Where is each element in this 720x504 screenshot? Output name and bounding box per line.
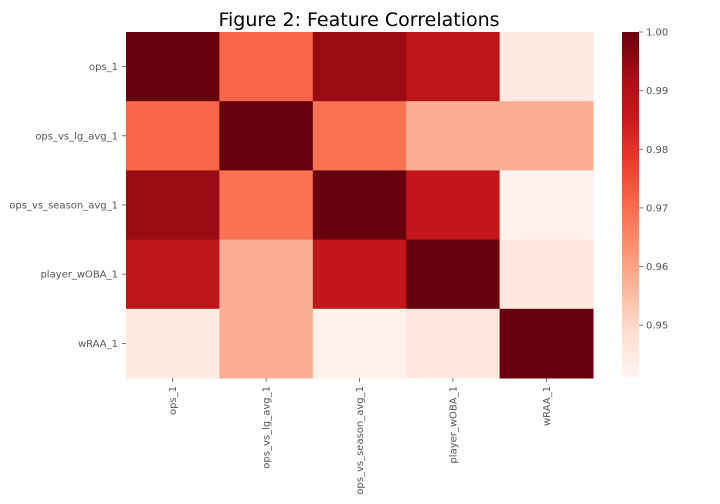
row-label: wRAA_1 bbox=[78, 339, 118, 350]
heatmap-cell-3-0 bbox=[126, 239, 220, 310]
row-label: ops_vs_lg_avg_1 bbox=[35, 131, 118, 142]
colorbar-tick-label: 0.98 bbox=[646, 145, 668, 156]
heatmap-cell-3-2 bbox=[312, 239, 407, 310]
heatmap-cell-1-3 bbox=[406, 101, 501, 171]
heatmap-cell-2-2 bbox=[312, 170, 407, 241]
heatmap-cell-3-3 bbox=[406, 239, 501, 310]
heatmap-cell-0-0 bbox=[126, 32, 220, 102]
heatmap-cell-2-1 bbox=[219, 170, 314, 241]
heatmap-cell-3-4 bbox=[499, 239, 594, 310]
colorbar-tick-label: 0.95 bbox=[646, 321, 668, 332]
heatmap-cell-1-1 bbox=[219, 101, 314, 171]
heatmap-cell-0-3 bbox=[406, 32, 501, 102]
column-label: ops_vs_lg_avg_1 bbox=[262, 386, 273, 469]
heatmap-cell-3-1 bbox=[219, 239, 314, 310]
colorbar-tick-label: 1.00 bbox=[646, 28, 668, 39]
heatmap-cell-4-1 bbox=[219, 308, 314, 379]
heatmap-cell-2-4 bbox=[499, 170, 594, 241]
heatmap-cell-1-2 bbox=[312, 101, 407, 171]
row-label: player_wOBA_1 bbox=[40, 270, 118, 281]
colorbar-tick-label: 0.99 bbox=[646, 86, 668, 97]
heatmap-cell-4-3 bbox=[406, 308, 501, 379]
row-label: ops_1 bbox=[89, 62, 118, 73]
heatmap-cell-1-4 bbox=[499, 101, 594, 171]
column-label: wRAA_1 bbox=[542, 386, 553, 426]
heatmap-cell-4-2 bbox=[312, 308, 407, 379]
row-label: ops_vs_season_avg_1 bbox=[9, 201, 118, 212]
heatmap-cell-0-4 bbox=[499, 32, 594, 102]
heatmap-cell-4-4 bbox=[499, 308, 594, 379]
colorbar-gradient bbox=[622, 32, 639, 378]
colorbar-tick-label: 0.97 bbox=[646, 203, 668, 214]
colorbar-tick-label: 0.96 bbox=[646, 262, 668, 273]
column-label: ops_1 bbox=[168, 386, 179, 415]
heatmap-cell-2-0 bbox=[126, 170, 220, 241]
heatmap-cell-4-0 bbox=[126, 308, 220, 379]
chart-title: Figure 2: Feature Correlations bbox=[218, 9, 499, 31]
heatmap-cell-0-2 bbox=[312, 32, 407, 102]
heatmap-cell-0-1 bbox=[219, 32, 314, 102]
column-label: player_wOBA_1 bbox=[448, 386, 459, 464]
column-label: ops_vs_season_avg_1 bbox=[355, 386, 366, 495]
heatmap-cell-1-0 bbox=[126, 101, 220, 171]
colorbar: 1.00 0.99 0.98 0.97 0.96 0.95 bbox=[622, 28, 668, 378]
heatmap-cells bbox=[126, 32, 594, 379]
heatmap-cell-2-3 bbox=[406, 170, 501, 241]
column-tick-labels: ops_1 ops_vs_lg_avg_1 ops_vs_season_avg_1 p… bbox=[168, 378, 553, 495]
row-tick-labels: ops_1 ops_vs_lg_avg_1 ops_vs_season_avg_1p… bbox=[9, 62, 126, 350]
